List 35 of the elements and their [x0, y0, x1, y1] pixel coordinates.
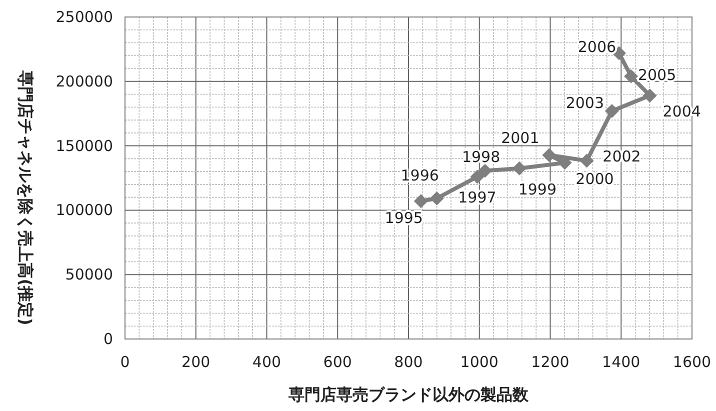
point — [512, 161, 526, 176]
y-tick-label: 250000 — [56, 8, 113, 26]
x-tick-label: 1200 — [531, 353, 570, 371]
annotation: 2006 — [578, 38, 616, 56]
point — [642, 88, 657, 103]
x-tick-label: 200 — [182, 353, 210, 371]
point — [414, 194, 428, 208]
point — [478, 164, 492, 178]
x-tick-label: 400 — [252, 353, 282, 371]
x-tick-label: 1600 — [672, 353, 712, 371]
x-tick-label: 600 — [323, 353, 352, 371]
y-tick-label: 150000 — [56, 136, 113, 155]
annotation: 2003 — [566, 94, 604, 112]
annotation: 2002 — [602, 148, 641, 166]
point — [604, 104, 619, 118]
annotation: 1997 — [458, 188, 496, 207]
x-tick-label: 1400 — [602, 353, 640, 371]
x-tick-label: 800 — [394, 353, 423, 371]
point — [430, 191, 444, 206]
point — [580, 154, 594, 168]
x-tick-label: 0 — [120, 353, 130, 371]
x-axis-title: 専門店専売ブランド以外の製品数 — [288, 385, 530, 404]
y-tick-label: 50000 — [65, 266, 113, 284]
annotation: 1998 — [462, 148, 500, 166]
point — [624, 69, 638, 84]
annotation: 2001 — [501, 129, 540, 148]
x-tick-label: 1000 — [460, 353, 498, 371]
y-tick-label: 100000 — [56, 201, 113, 220]
annotation: 2005 — [638, 66, 676, 84]
y-tick-label: 200000 — [56, 72, 113, 90]
point — [470, 170, 484, 184]
point — [542, 148, 556, 162]
y-tick-label: 0 — [103, 330, 113, 348]
annotation: 2000 — [576, 170, 614, 188]
y-axis-title: 専門店チャネルを除く売上高(推定) — [16, 70, 35, 326]
